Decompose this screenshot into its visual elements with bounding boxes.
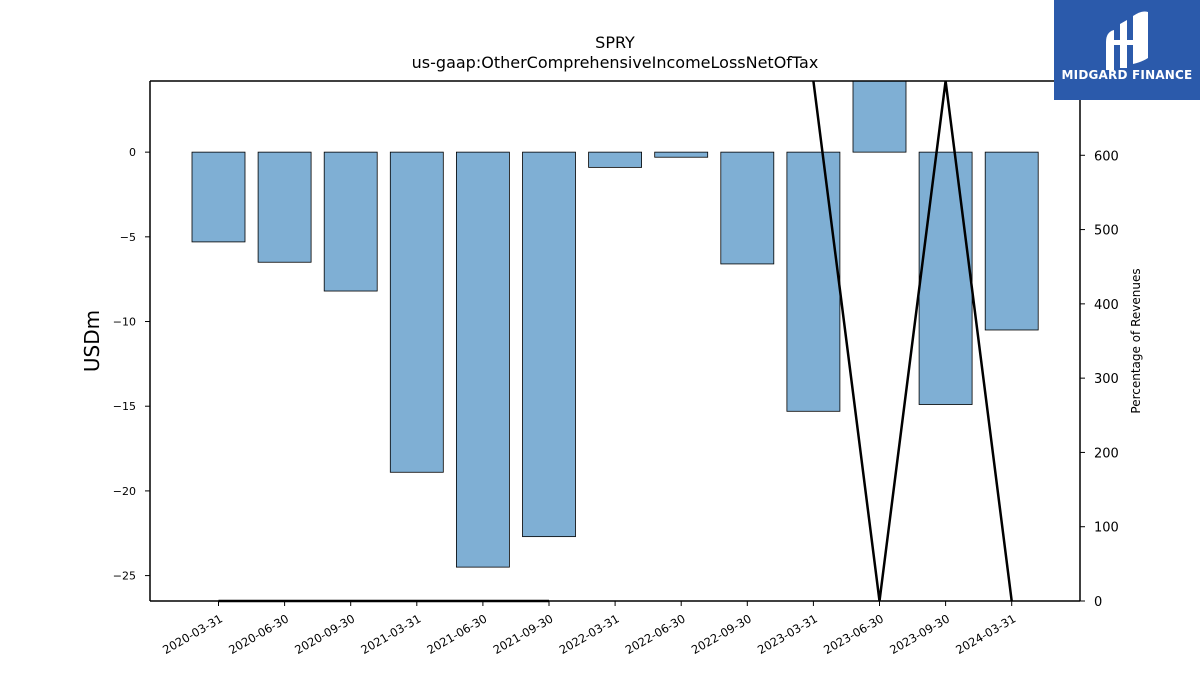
y2-tick-label: 200 xyxy=(1094,446,1119,461)
midgard-finance-logo: MIDGARD FINANCE xyxy=(1054,0,1200,100)
y2-tick-label: 100 xyxy=(1094,521,1119,536)
bar-2020-09-30 xyxy=(323,151,378,292)
x-tick-label: 2022-03-31 xyxy=(557,611,622,657)
y2-tick-label: 600 xyxy=(1094,149,1119,164)
y2-tick-label: 0 xyxy=(1094,595,1102,610)
y-tick-label: 0 xyxy=(129,146,136,159)
y2-axis-label: Percentage of Revenues xyxy=(1129,268,1143,413)
bar-2021-09-30 xyxy=(522,151,576,538)
x-tick-label: 2020-06-30 xyxy=(226,611,291,657)
y2-tick-label: 300 xyxy=(1094,372,1119,387)
y2-tick-label: 400 xyxy=(1094,298,1119,313)
percent-line-segment-2 xyxy=(812,80,1013,602)
bar-2023-03-31 xyxy=(786,151,841,412)
x-tick-label: 2022-06-30 xyxy=(623,611,688,657)
y-axis-label: USDm xyxy=(80,310,104,372)
bar-2021-03-31 xyxy=(389,151,444,473)
logo-mark-icon xyxy=(1106,11,1148,70)
y-tick-label: −5 xyxy=(120,231,136,244)
bar-2020-03-31 xyxy=(191,151,246,243)
x-tick-label: 2023-03-31 xyxy=(755,611,820,657)
x-tick-label: 2021-09-30 xyxy=(491,611,556,657)
chart-title: SPRY xyxy=(595,33,635,52)
x-tick-label: 2020-03-31 xyxy=(160,611,225,657)
x-tick-label: 2021-03-31 xyxy=(358,611,423,657)
bar-2021-06-30 xyxy=(455,151,510,568)
y-tick-label: −20 xyxy=(113,485,136,498)
bar-2023-06-30 xyxy=(852,80,907,153)
x-tick-label: 2020-09-30 xyxy=(292,611,357,657)
bar-2024-03-31 xyxy=(984,151,1039,331)
bar-2022-03-31 xyxy=(588,151,642,168)
x-tick-label: 2024-03-31 xyxy=(953,611,1018,657)
bar-2023-09-30 xyxy=(918,151,973,405)
x-tick-label: 2021-06-30 xyxy=(425,611,490,657)
x-tick-label: 2022-09-30 xyxy=(689,611,754,657)
chart-subtitle: us-gaap:OtherComprehensiveIncomeLossNetO… xyxy=(412,53,819,72)
y-tick-label: −25 xyxy=(113,570,136,583)
x-tick-label: 2023-06-30 xyxy=(821,611,886,657)
x-tick-label: 2023-09-30 xyxy=(887,611,952,657)
bar-2022-09-30 xyxy=(720,151,775,265)
y-tick-label: −10 xyxy=(113,316,136,329)
y2-tick-label: 500 xyxy=(1094,224,1119,239)
bar-2020-06-30 xyxy=(257,151,312,263)
logo-text: MIDGARD FINANCE xyxy=(1061,68,1193,82)
y-tick-label: −15 xyxy=(113,400,136,413)
bar-2022-06-30 xyxy=(654,151,709,158)
